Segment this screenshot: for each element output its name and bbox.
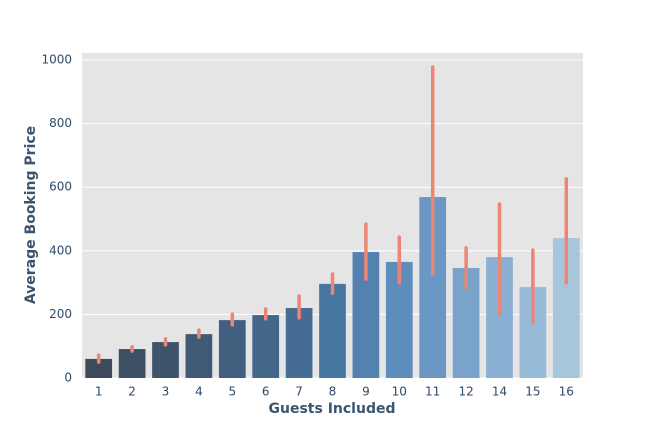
bar [152,342,179,378]
x-tick-label: 1 [95,385,103,399]
x-tick-label: 10 [392,385,407,399]
y-tick-label: 600 [49,180,72,194]
bar [185,334,213,378]
x-tick-label: 5 [228,385,236,399]
bar [285,308,313,378]
bar [85,358,113,378]
y-tick-label: 400 [49,243,72,257]
bar [218,320,246,378]
y-tick-label: 200 [49,307,72,321]
x-tick-label: 9 [362,385,370,399]
y-axis-title: Average Booking Price [23,126,39,304]
x-tick-label: 8 [329,385,337,399]
bar [319,283,346,378]
x-tick-label: 7 [295,385,303,399]
bar [118,349,146,378]
x-tick-label: 14 [492,385,507,399]
x-tick-label: 11 [425,385,440,399]
bar [252,315,280,378]
y-tick-label: 1000 [41,52,72,66]
x-tick-label: 15 [525,385,540,399]
x-tick-label: 4 [195,385,203,399]
x-axis-title: Guests Included [269,401,396,417]
y-tick-label: 0 [64,371,72,385]
x-tick-label: 12 [458,385,473,399]
x-tick-label: 6 [262,385,270,399]
x-tick-label: 2 [128,385,136,399]
y-tick-label: 800 [49,116,72,130]
x-tick-label: 16 [559,385,574,399]
x-tick-label: 3 [162,385,170,399]
